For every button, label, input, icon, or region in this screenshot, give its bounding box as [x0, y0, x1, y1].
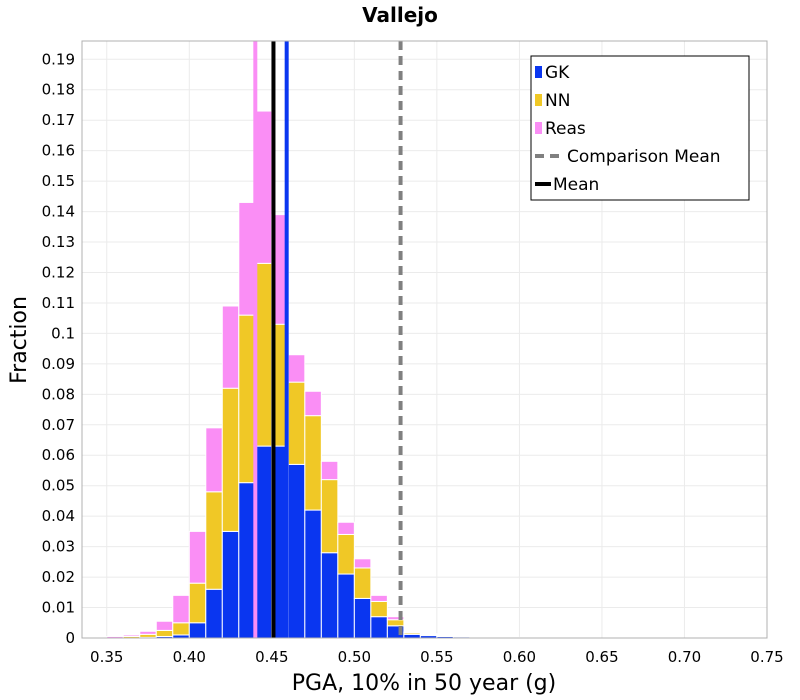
x-tick-label: 0.75	[750, 648, 783, 666]
y-tick-label: 0.12	[42, 263, 75, 281]
bar-reas	[337, 521, 355, 535]
legend-swatch	[535, 94, 542, 106]
bar-nn	[188, 582, 207, 624]
x-tick-label: 0.65	[585, 648, 618, 666]
y-tick-label: 0.03	[42, 538, 75, 556]
bar-reas	[139, 630, 157, 635]
y-tick-label: 0.13	[42, 233, 75, 251]
legend-label: Comparison Mean	[567, 147, 721, 167]
bar-gk	[353, 597, 372, 639]
bar-nn	[337, 533, 355, 575]
bar-reas	[238, 201, 256, 316]
x-axis-title: PGA, 10% in 50 year (g)	[292, 671, 556, 696]
chart-title: Vallejo	[362, 3, 438, 27]
bar-reas	[452, 635, 471, 637]
x-tick-label: 0.55	[420, 648, 453, 666]
bar-nn	[221, 387, 240, 532]
legend-box	[530, 55, 750, 201]
x-tick-label: 0.70	[668, 648, 701, 666]
bar-nn	[370, 600, 388, 618]
y-axis-ticks: 0 0.01 0.02 0.03 0.04 0.05 0.06 0.07 0.08 0.09 0.1…	[42, 50, 75, 647]
bar-reas	[155, 620, 174, 631]
histogram-bars	[89, 110, 537, 639]
y-tick-label: 0.11	[42, 294, 75, 312]
bar-reas	[287, 354, 306, 383]
bar-nn	[353, 567, 372, 599]
bar-gk	[403, 633, 421, 639]
bar-gk	[188, 622, 207, 639]
bar-reas	[320, 460, 339, 481]
y-tick-label: 0.17	[42, 111, 75, 129]
plot-frame	[81, 40, 768, 639]
y-tick-label: 0.07	[42, 416, 75, 434]
bar-reas	[436, 634, 454, 637]
bar-gk	[205, 588, 223, 639]
y-axis-title: Fraction	[7, 296, 32, 384]
legend-label: Reas	[545, 119, 586, 139]
bar-nn	[238, 314, 256, 484]
bar-nn	[172, 622, 190, 636]
x-tick-label: 0.35	[90, 648, 123, 666]
legend-swatch	[535, 66, 542, 78]
bar-reas	[386, 616, 405, 621]
bar-reas	[403, 631, 421, 634]
bar-reas	[188, 530, 207, 584]
bar-gk	[221, 530, 240, 639]
bar-nn	[205, 491, 223, 590]
bar-gk	[254, 445, 273, 639]
bar-reas	[221, 305, 240, 389]
x-tick-label: 0.45	[255, 648, 288, 666]
bar-nn	[320, 479, 339, 554]
y-tick-label: 0.1	[51, 324, 75, 342]
y-tick-label: 0.04	[42, 507, 75, 525]
mean-lines	[253, 41, 403, 638]
bar-gk	[337, 573, 355, 639]
y-tick-label: 0	[65, 629, 75, 647]
bar-reas	[172, 594, 190, 624]
legend-label: NN	[545, 91, 570, 111]
bar-reas	[419, 633, 438, 636]
y-tick-label: 0.15	[42, 172, 75, 190]
x-tick-label: 0.60	[503, 648, 536, 666]
bar-reas	[304, 390, 322, 417]
bar-reas	[370, 594, 388, 602]
x-tick-label: 0.40	[173, 648, 206, 666]
bar-gk	[370, 616, 388, 639]
legend-label: Mean	[553, 175, 599, 195]
bar-nn	[287, 381, 306, 465]
bar-nn	[386, 619, 405, 627]
y-tick-label: 0.14	[42, 203, 75, 221]
bar-nn	[155, 629, 174, 637]
y-tick-label: 0.09	[42, 355, 75, 373]
legend-swatch	[535, 122, 542, 134]
bar-nn	[304, 415, 322, 511]
y-tick-label: 0.05	[42, 477, 75, 495]
bar-nn	[254, 262, 273, 447]
bar-reas	[353, 558, 372, 569]
y-tick-label: 0.01	[42, 599, 75, 617]
y-tick-label: 0.16	[42, 142, 75, 160]
bar-gk	[304, 509, 322, 639]
y-tick-label: 0.06	[42, 446, 75, 464]
y-tick-label: 0.02	[42, 568, 75, 586]
bar-reas	[205, 427, 223, 493]
bar-gk	[238, 482, 256, 639]
bar-reas	[122, 634, 141, 637]
bar-gk	[320, 552, 339, 639]
y-tick-label: 0.18	[42, 81, 75, 99]
legend-label: GK	[545, 63, 570, 83]
bar-reas	[254, 110, 273, 264]
legend: GK NN Reas Comparison Mean Mean	[530, 55, 750, 201]
y-tick-label: 0.08	[42, 385, 75, 403]
x-axis-ticks: 0.35 0.40 0.45 0.50 0.55 0.60 0.65 0.70 0.75	[90, 648, 784, 666]
x-tick-label: 0.50	[338, 648, 371, 666]
bar-gk	[287, 463, 306, 639]
y-tick-label: 0.19	[42, 50, 75, 68]
